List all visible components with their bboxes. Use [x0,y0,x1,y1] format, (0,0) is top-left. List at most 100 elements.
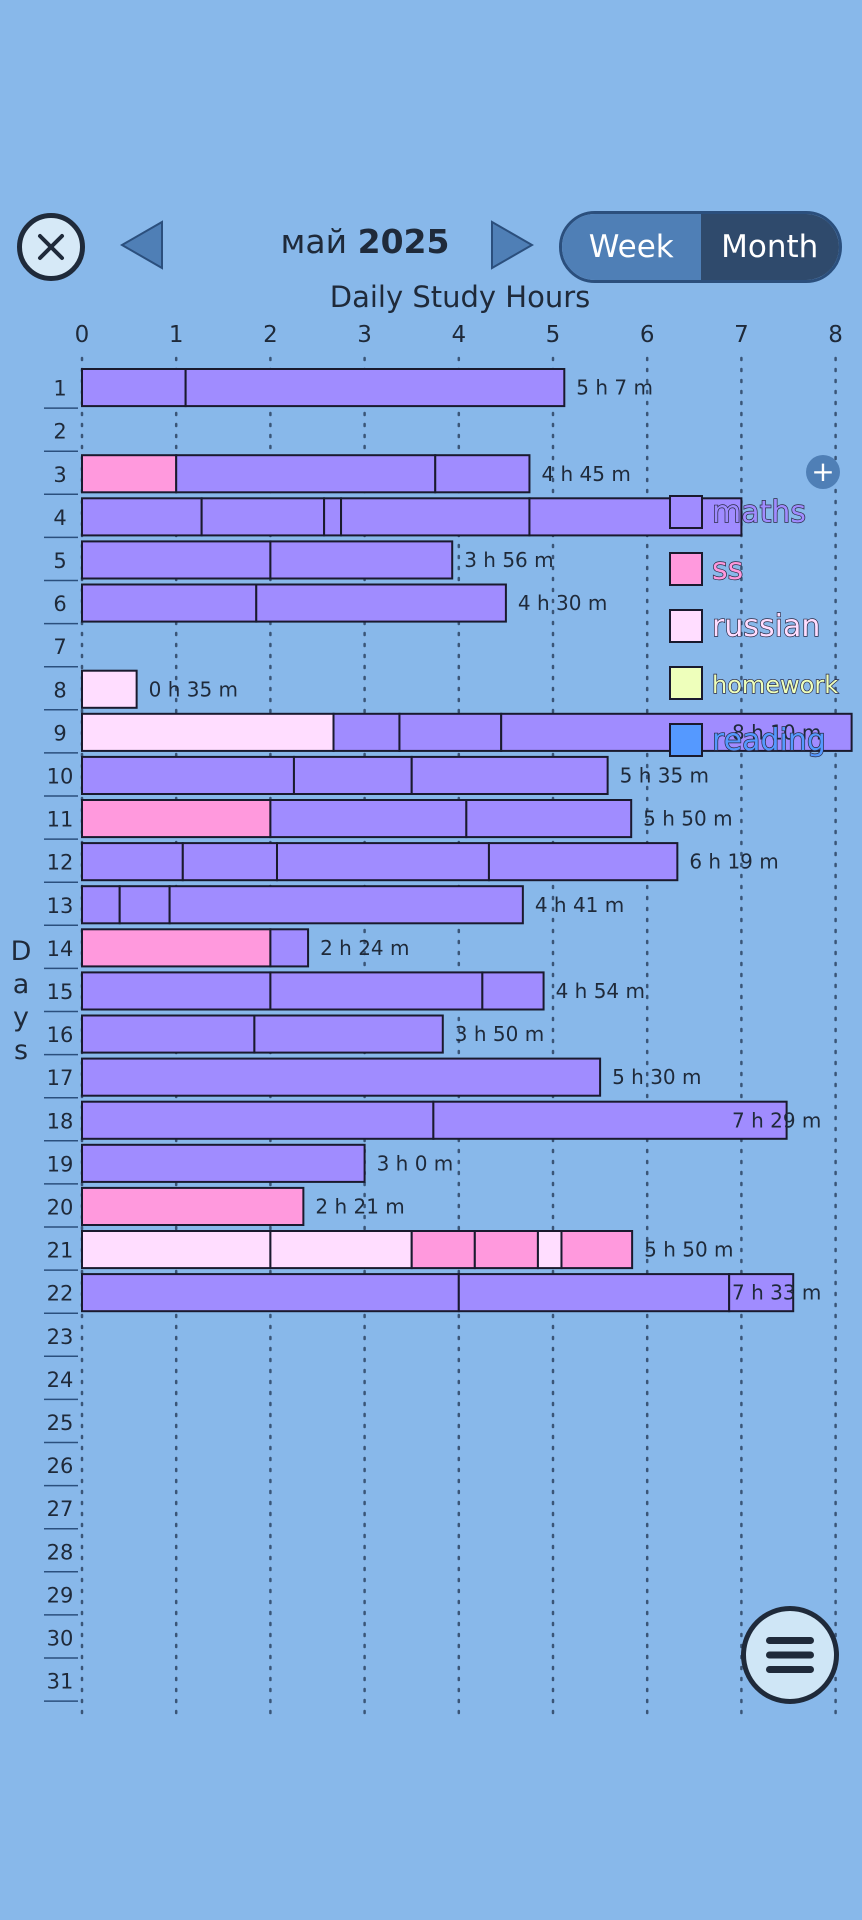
y-tick-label: 18 [47,1109,74,1133]
legend-label: reading [712,723,826,758]
bar-segment [269,1230,413,1270]
y-tick-label: 11 [47,808,74,832]
y-tick-label: 26 [47,1454,74,1478]
bar-segment [81,1143,366,1183]
bar-segment [728,1273,795,1313]
total-label: 5 h 30 m [612,1065,701,1089]
y-tick-label: 9 [53,721,66,745]
x-tick-label: 8 [828,322,843,348]
y-tick-label: 1 [53,377,66,401]
bar-segment [81,540,272,580]
y-tick-label: 23 [47,1325,74,1349]
bar-segment [81,497,203,537]
total-label: 7 h 29 m [732,1108,821,1132]
chart-title: Daily Study Hours [329,280,591,314]
total-label: 4 h 41 m [535,893,624,917]
bar-segment [487,842,679,882]
y-tick-label: 13 [47,894,74,918]
bar-segment [168,885,524,925]
bar-segment [255,583,507,623]
x-tick-label: 6 [640,322,655,348]
y-tick-label: 25 [47,1411,74,1435]
bar-segment [81,368,187,408]
legend-swatch [669,495,703,529]
bar-segment [528,497,743,537]
y-tick-label: 19 [47,1152,74,1176]
total-label: 5 h 7 m [576,376,653,400]
total-label: 4 h 30 m [518,591,607,615]
bar-segment [292,755,413,796]
week-toggle-button[interactable]: Week [562,214,701,280]
bar-segment [410,755,609,796]
month-label: май 2025 [215,222,515,261]
y-tick-label: 5 [53,549,66,573]
total-label: 3 h 50 m [455,1022,544,1046]
bar-segment [81,712,335,752]
y-tick-label: 12 [47,851,74,875]
bar-segment [81,1100,435,1140]
y-tick-label: 4 [53,506,66,530]
bar-segment [269,799,468,839]
bar-segment [200,497,326,537]
bar-segment [560,1230,634,1270]
bar-segment [398,712,503,752]
y-tick-label: 21 [47,1239,74,1263]
bar-segment [81,971,272,1011]
y-tick-label: 14 [47,937,74,961]
y-tick-label: 20 [47,1195,74,1219]
x-tick-label: 1 [169,322,184,348]
bar-segment [253,1014,444,1054]
year: 2025 [357,222,450,261]
bar-segment [81,799,272,839]
bar-segment [81,1230,272,1270]
close-button[interactable] [17,213,85,281]
total-label: 5 h 50 m [643,807,732,831]
bar-segment [81,1057,602,1097]
y-tick-label: 24 [47,1368,74,1392]
bar-segment [81,583,258,623]
bar-segment [81,454,178,494]
month-toggle-button[interactable]: Month [700,214,839,280]
bar-segment [410,1230,476,1270]
legend-label: homework [712,671,838,699]
total-label: 8 h 10 m [732,720,821,744]
total-label: 4 h 45 m [541,462,630,486]
x-tick-label: 7 [734,322,749,348]
bar-segment [340,497,531,537]
y-tick-label: 7 [53,635,66,659]
total-label: 2 h 24 m [320,936,409,960]
bar-segment [536,1230,563,1270]
total-label: 0 h 35 m [149,677,238,701]
y-tick-label: 10 [47,764,74,788]
x-tick-label: 5 [546,322,561,348]
bar-segment [473,1230,539,1270]
bar-segment [184,368,566,408]
close-icon [38,234,64,260]
x-tick-label: 0 [75,322,90,348]
y-tick-label: 15 [47,980,74,1004]
view-toggle[interactable]: Week Month [559,211,842,283]
bar-segment [175,454,437,494]
legend-label: russian [712,609,820,644]
add-session-button[interactable]: + [806,455,840,489]
bar-segment [275,842,490,882]
y-tick-label: 3 [53,463,66,487]
next-month-button[interactable] [490,220,534,270]
y-tick-label: 31 [47,1670,74,1694]
bar-segment [434,454,531,494]
y-tick-label: 6 [53,592,66,616]
y-tick-label: 22 [47,1282,74,1306]
menu-button[interactable] [741,1606,839,1704]
y-tick-label: 8 [53,678,66,702]
y-tick-label: 28 [47,1540,74,1564]
prev-month-button[interactable] [120,220,164,270]
legend-swatch [669,552,703,586]
x-tick-label: 2 [263,322,278,348]
total-label: 5 h 50 m [644,1238,733,1262]
bar-segment [269,971,484,1011]
bar-segment [269,928,310,968]
bar-segment [81,1186,305,1227]
total-label: 5 h 35 m [620,763,709,787]
